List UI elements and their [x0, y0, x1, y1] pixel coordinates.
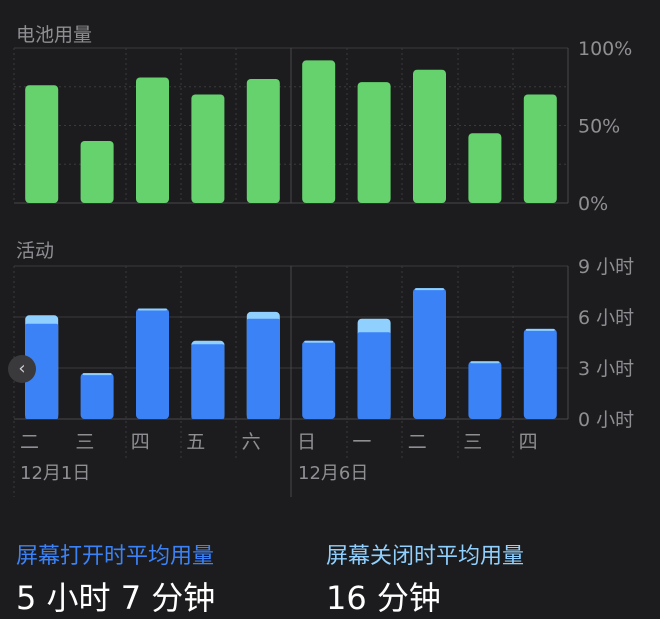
activity-bar-cap — [138, 308, 167, 311]
activity-bar-screen-on — [523, 328, 557, 419]
activity-bar-cap — [525, 328, 555, 331]
activity-y-tick: 0 小时 — [578, 409, 634, 431]
screen-off-value: 16 分钟 — [326, 579, 441, 617]
x-axis-label: 一 — [352, 431, 371, 453]
x-axis-label: 二 — [20, 431, 39, 453]
x-axis-label: 三 — [75, 431, 94, 453]
battery-bar — [136, 77, 169, 203]
x-axis-label: 四 — [131, 431, 150, 453]
date-label-week2: 12月6日 — [298, 463, 368, 484]
x-axis-label: 日 — [297, 431, 316, 453]
activity-y-tick: 3 小时 — [578, 358, 634, 380]
x-axis-label: 三 — [463, 431, 482, 453]
screen-on-label: 屏幕打开时平均用量 — [16, 544, 215, 569]
battery-bar — [25, 85, 59, 203]
activity-bar-screen-on — [302, 340, 336, 419]
battery-bar — [413, 69, 446, 203]
activity-bar-screen-on — [191, 344, 225, 419]
battery-bar — [302, 60, 336, 204]
screen-off-label: 屏幕关闭时平均用量 — [326, 544, 525, 569]
activity-bar-screen-on — [357, 332, 391, 419]
activity-title: 活动 — [16, 240, 55, 262]
activity-bar-screen-on — [136, 308, 169, 419]
activity-y-tick: 6 小时 — [578, 307, 634, 329]
battery-bar — [468, 133, 502, 203]
battery-y-tick: 0% — [578, 193, 608, 215]
activity-bar-cap — [304, 340, 334, 343]
battery-bar — [80, 141, 114, 203]
x-axis-label: 四 — [519, 431, 538, 453]
battery-bar — [246, 79, 280, 203]
battery-y-tick: 100% — [578, 38, 632, 60]
chevron-left-icon[interactable]: ‹ — [8, 355, 36, 383]
activity-bar-cap — [470, 361, 500, 364]
x-axis-label: 六 — [242, 431, 261, 453]
battery-y-tick: 50% — [578, 116, 620, 138]
activity-bar-screen-on — [468, 361, 502, 419]
battery-bar — [191, 94, 225, 203]
activity-bar-cap — [415, 288, 444, 291]
activity-bar-cap — [82, 373, 112, 376]
usage-charts: 100% 50% 0% 9 小时 6 小时 3 小时 0 小时二 三 四 五 六 日 一 二 三 四 12月1日… — [13, 38, 634, 497]
battery-usage-title: 电池用量 — [16, 24, 93, 46]
activity-bar-screen-on — [413, 288, 446, 419]
battery-bar — [523, 94, 557, 203]
x-axis-label: 五 — [186, 431, 205, 453]
activity-bar-screen-on — [246, 318, 280, 419]
x-axis-label: 二 — [408, 431, 427, 453]
activity-y-tick: 9 小时 — [578, 256, 634, 278]
battery-bar — [357, 82, 391, 203]
screen-on-value: 5 小时 7 分钟 — [16, 579, 216, 617]
activity-bar-screen-on — [25, 323, 59, 419]
date-label-week1: 12月1日 — [20, 463, 90, 484]
activity-bar-screen-on — [80, 373, 114, 419]
